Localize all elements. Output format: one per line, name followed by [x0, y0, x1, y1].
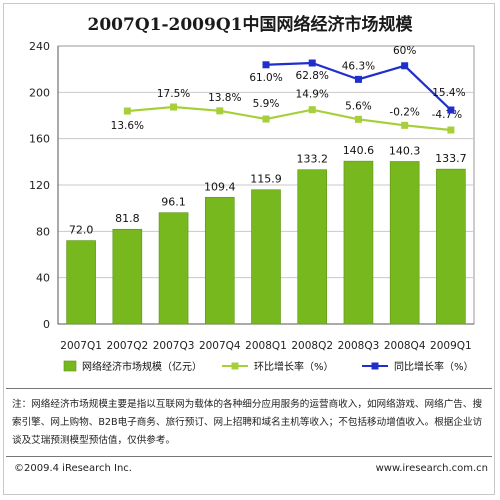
y-tick-label: 0: [43, 318, 50, 331]
series-point: [262, 61, 270, 69]
bar-value-label: 140.3: [389, 144, 421, 157]
series-point: [447, 126, 455, 134]
series-value-label: 46.3%: [342, 60, 375, 72]
x-tick-label: 2008Q4: [384, 340, 426, 352]
series-point: [123, 107, 131, 115]
bar-2009Q1: [436, 168, 466, 325]
series-point: [216, 107, 224, 115]
y-tick-label: 160: [29, 133, 50, 146]
divider-top: [6, 388, 492, 389]
chart-title: 2007Q1-2009Q1中国网络经济市场规模: [87, 15, 413, 35]
bar-value-label: 115.9: [250, 173, 282, 186]
bar-2008Q4: [389, 161, 420, 325]
bar-2007Q4: [204, 196, 235, 325]
divider-bottom: [6, 456, 492, 457]
bar-2007Q3: [158, 212, 189, 325]
series-point: [354, 115, 362, 123]
series-point: [354, 75, 362, 83]
series-value-label: 62.8%: [296, 70, 329, 82]
bar-value-label: 109.4: [204, 180, 236, 193]
legend-label: 环比增长率（%）: [254, 360, 334, 373]
series-point: [170, 103, 178, 111]
bar-2008Q1: [251, 189, 281, 325]
legend-label: 网络经济市场规模（亿元）: [82, 360, 202, 373]
bar-value-label: 81.8: [115, 212, 140, 225]
y-tick-label: 40: [36, 272, 50, 285]
bar-2008Q3: [343, 160, 374, 325]
series-point: [447, 106, 455, 114]
x-tick-label: 2009Q1: [430, 340, 472, 352]
series-value-label: -4.7%: [432, 109, 462, 121]
series-value-label: 5.9%: [253, 98, 280, 110]
footnote: 注：网络经济市场规模主要是指以互联网为载体的各种细分应用服务的运营商收入，如网络…: [12, 399, 483, 446]
legend-swatch-bar: [63, 360, 77, 372]
y-tick-label: 240: [29, 40, 50, 53]
series-point: [401, 121, 409, 129]
website-link[interactable]: www.iresearch.com.cn: [375, 463, 488, 474]
x-tick-label: 2007Q3: [153, 340, 195, 352]
series-value-label: 15.4%: [432, 87, 465, 99]
bar-value-label: 96.1: [161, 196, 186, 209]
x-tick-label: 2008Q3: [338, 340, 380, 352]
x-tick-label: 2007Q1: [60, 340, 102, 352]
series-value-label: -0.2%: [389, 106, 419, 118]
legend-swatch-marker: [231, 362, 239, 370]
series-line-qoq: [127, 105, 451, 132]
x-tick-label: 2008Q1: [245, 340, 287, 352]
bar-2008Q2: [297, 169, 328, 325]
x-tick-label: 2008Q2: [291, 340, 333, 352]
bar-value-label: 133.7: [435, 152, 467, 165]
series-value-label: 13.6%: [111, 120, 144, 132]
bar-value-label: 72.0: [69, 224, 94, 237]
series-value-label: 5.6%: [345, 100, 372, 112]
series-value-label: 17.5%: [157, 88, 190, 100]
legend-label: 同比增长率（%）: [394, 360, 474, 373]
legend-swatch-marker: [371, 362, 379, 370]
series-value-label: 61.0%: [249, 72, 282, 84]
x-tick-label: 2007Q4: [199, 340, 241, 352]
bar-value-label: 133.2: [296, 153, 328, 166]
y-tick-label: 120: [29, 179, 50, 192]
y-tick-label: 200: [29, 86, 50, 99]
series-value-label: 14.9%: [296, 89, 329, 101]
bar-2007Q2: [112, 228, 143, 325]
series-value-label: 13.8%: [208, 92, 241, 104]
series-point: [262, 115, 270, 123]
copyright-text: ©2009.4 iResearch Inc.: [14, 463, 132, 474]
y-tick-label: 80: [36, 225, 50, 238]
series-point: [308, 106, 316, 114]
x-tick-label: 2007Q2: [106, 340, 148, 352]
series-value-label: 60%: [393, 45, 416, 57]
bar-value-label: 140.6: [343, 144, 375, 157]
series-point: [308, 59, 316, 67]
bar-2007Q1: [66, 240, 96, 325]
series-point: [401, 62, 409, 70]
